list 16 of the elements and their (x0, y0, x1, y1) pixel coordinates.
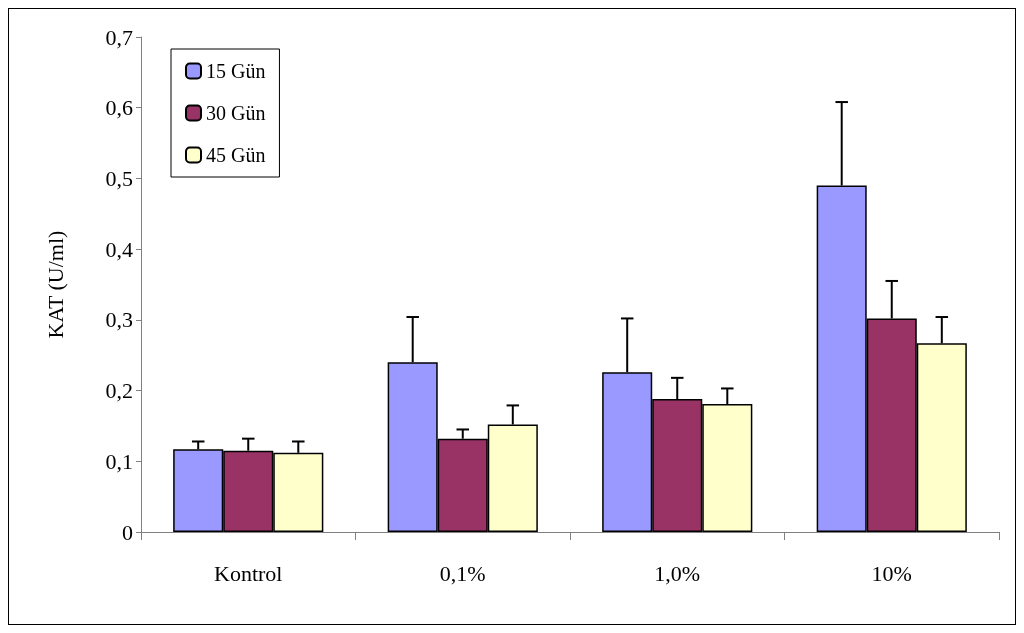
legend-label: 45 Gün (206, 144, 266, 166)
x-tick-label: 1,0% (654, 560, 701, 586)
y-tick-label: 0,2 (105, 378, 133, 404)
y-tick-label: 0,3 (105, 307, 133, 333)
legend-label: 30 Gün (206, 102, 266, 124)
y-tick-label: 0,1 (105, 448, 133, 474)
y-tick-label: 0,7 (105, 24, 133, 50)
x-tick-label: Kontrol (214, 560, 283, 586)
y-tick-label: 0,5 (105, 165, 133, 191)
y-tick-label: 0,6 (105, 95, 133, 121)
y-tick-label: 0 (122, 519, 133, 545)
y-tick-label: 0,4 (105, 236, 133, 262)
y-axis-title: KAT (U/ml) (42, 230, 68, 339)
x-tick-label: 10% (871, 560, 912, 586)
legend-label: 15 Gün (206, 60, 266, 82)
x-tick-label: 0,1% (439, 560, 486, 586)
